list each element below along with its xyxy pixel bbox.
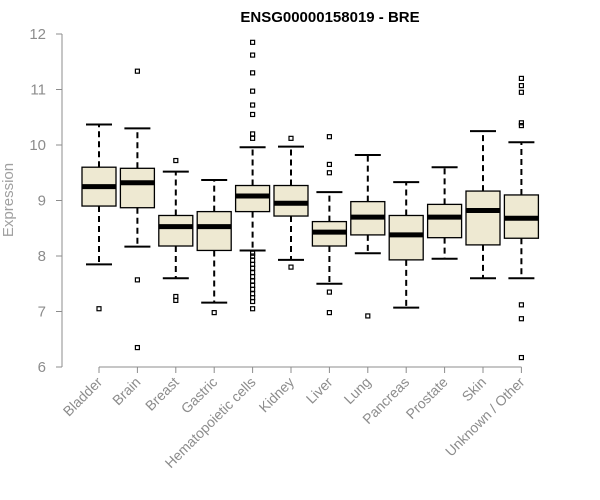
box-group bbox=[119, 68, 156, 351]
y-axis-title: Expression bbox=[0, 163, 17, 237]
box-group bbox=[234, 39, 271, 312]
outlier-point bbox=[250, 278, 256, 284]
outlier-point bbox=[250, 88, 256, 94]
x-tick-label: Brain bbox=[109, 374, 143, 408]
outlier-point bbox=[518, 83, 525, 89]
outlier-point bbox=[250, 111, 256, 118]
outlier-point bbox=[134, 68, 140, 74]
outlier-point bbox=[211, 310, 217, 316]
outlier-point bbox=[173, 157, 179, 164]
y-tick-label: 10 bbox=[29, 137, 46, 154]
box-group bbox=[465, 130, 501, 280]
iqr-box bbox=[196, 210, 232, 252]
outlier-point bbox=[326, 134, 332, 140]
outlier-point bbox=[250, 250, 256, 256]
boxes-group bbox=[81, 39, 540, 361]
box-group bbox=[158, 157, 194, 303]
box-group bbox=[311, 134, 348, 316]
outlier-point bbox=[250, 52, 256, 58]
x-tick-label: Skin bbox=[459, 374, 490, 405]
box-group bbox=[273, 135, 309, 270]
outlier-point bbox=[518, 316, 525, 322]
outlier-point bbox=[365, 313, 371, 319]
y-tick-label: 8 bbox=[38, 248, 46, 265]
outlier-point bbox=[173, 297, 179, 303]
y-tick-label: 7 bbox=[38, 304, 46, 321]
outlier-point bbox=[518, 120, 525, 126]
outlier-point bbox=[288, 135, 294, 141]
outlier-point bbox=[250, 70, 256, 76]
y-tick-label: 11 bbox=[30, 82, 46, 99]
outlier-point bbox=[518, 302, 525, 308]
x-tick-label: Liver bbox=[303, 374, 336, 407]
x-tick-label: Bladder bbox=[60, 374, 106, 420]
outlier-point bbox=[518, 75, 525, 82]
chart-title: ENSG00000158019 - BRE bbox=[240, 9, 419, 26]
iqr-box bbox=[119, 167, 156, 209]
outlier-point bbox=[250, 39, 256, 45]
outlier-point bbox=[250, 135, 256, 141]
outlier-point bbox=[250, 306, 256, 312]
box-group bbox=[426, 166, 463, 260]
iqr-box bbox=[158, 214, 194, 247]
outlier-point bbox=[134, 277, 140, 283]
box-group bbox=[350, 153, 386, 319]
box-group bbox=[196, 178, 232, 316]
x-tick-label: Kidney bbox=[256, 374, 298, 416]
outlier-point bbox=[326, 310, 332, 316]
outlier-point bbox=[518, 354, 525, 361]
outlier-point bbox=[518, 89, 525, 95]
outlier-point bbox=[326, 161, 332, 168]
x-tick-label: Prostate bbox=[403, 374, 451, 422]
outlier-point bbox=[518, 122, 525, 129]
outlier-point bbox=[326, 289, 332, 295]
x-tick-label: Breast bbox=[142, 374, 182, 414]
outlier-point bbox=[134, 344, 140, 351]
y-axis: 6 7 8 9 10 11 12 bbox=[29, 26, 63, 376]
outlier-point bbox=[326, 170, 332, 176]
iqr-box bbox=[388, 214, 424, 261]
box-group bbox=[81, 123, 117, 312]
outlier-point bbox=[96, 306, 102, 312]
y-tick-label: 6 bbox=[38, 359, 46, 376]
outlier-point bbox=[288, 264, 294, 270]
iqr-box bbox=[465, 190, 501, 246]
box-group bbox=[388, 181, 424, 309]
outlier-point bbox=[250, 131, 256, 137]
y-tick-label: 9 bbox=[38, 193, 46, 210]
iqr-box bbox=[426, 203, 463, 239]
box-group bbox=[503, 75, 540, 361]
x-tick-label: Lung bbox=[341, 374, 374, 407]
outlier-point bbox=[250, 253, 256, 259]
y-tick-label: 12 bbox=[29, 26, 46, 43]
outlier-point bbox=[250, 102, 256, 108]
